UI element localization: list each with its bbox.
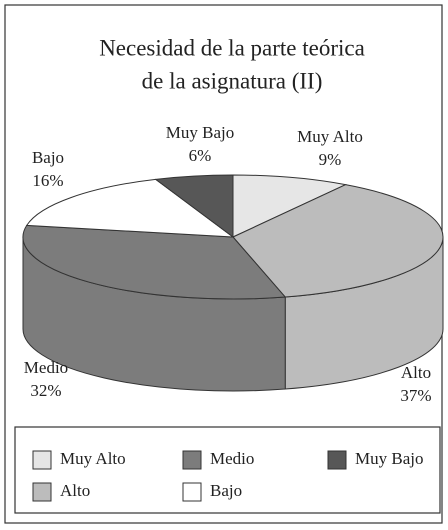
slice-label: Alto xyxy=(401,363,431,382)
slice-value-label: 6% xyxy=(189,146,212,165)
chart-title: de la asignatura (II) xyxy=(142,68,323,93)
slice-label: Bajo xyxy=(32,148,64,167)
slice-value-label: 32% xyxy=(30,381,61,400)
legend-label: Alto xyxy=(60,481,90,500)
legend-box xyxy=(14,426,441,514)
legend-swatch xyxy=(182,482,202,502)
legend-label: Bajo xyxy=(210,481,242,500)
slice xyxy=(232,174,348,238)
slice-label: Medio xyxy=(24,358,68,377)
legend-swatch xyxy=(327,450,347,470)
legend-swatch xyxy=(32,450,52,470)
chart-title: Necesidad de la parte teórica xyxy=(99,35,365,60)
legend-label: Muy Alto xyxy=(60,449,126,468)
slice-value-label: 16% xyxy=(32,171,63,190)
slice xyxy=(232,184,444,298)
legend-swatch xyxy=(32,482,52,502)
slice xyxy=(22,224,287,300)
legend-label: Muy Bajo xyxy=(355,449,423,468)
slice xyxy=(154,174,234,238)
slice-label: Muy Bajo xyxy=(166,123,234,142)
slice-value-label: 37% xyxy=(400,386,431,405)
slice-label: Muy Alto xyxy=(297,127,363,146)
slice-value-label: 9% xyxy=(319,150,342,169)
legend-swatch xyxy=(182,450,202,470)
slice xyxy=(25,178,235,238)
legend-label: Medio xyxy=(210,449,254,468)
